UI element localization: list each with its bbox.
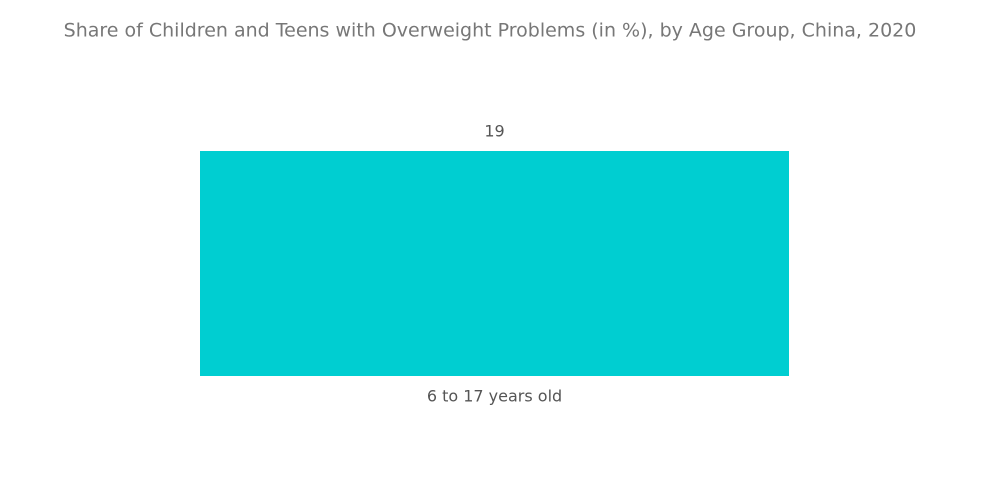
x-tick-label: 6 to 17 years old — [427, 387, 562, 406]
bar — [200, 151, 789, 376]
chart-title: Share of Children and Teens with Overwei… — [64, 20, 917, 42]
value-label: 19 — [484, 122, 504, 141]
